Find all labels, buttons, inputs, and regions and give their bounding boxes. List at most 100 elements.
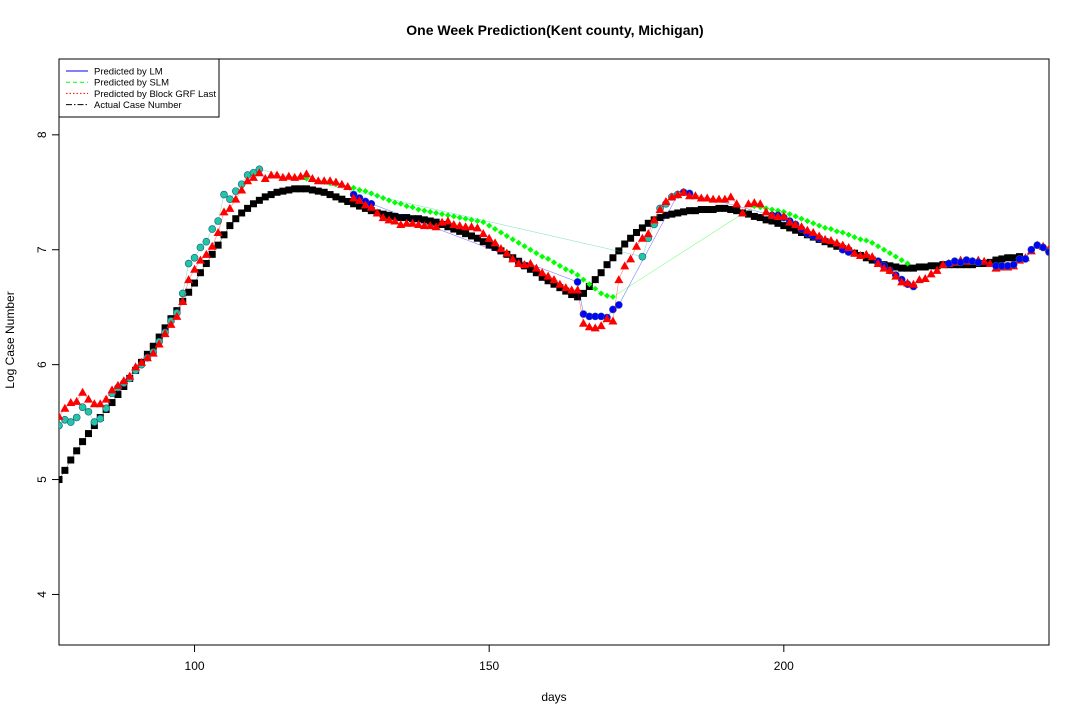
data-point xyxy=(933,262,941,270)
data-point xyxy=(892,263,900,271)
data-point xyxy=(308,186,316,194)
data-point xyxy=(1009,260,1018,269)
data-point xyxy=(620,261,630,270)
data-point xyxy=(867,252,877,261)
data-point xyxy=(391,199,398,206)
data-point xyxy=(449,219,459,228)
data-point xyxy=(691,207,699,215)
data-point xyxy=(727,206,735,214)
data-point xyxy=(350,200,358,208)
data-point xyxy=(574,272,581,279)
data-point xyxy=(238,209,246,217)
data-point xyxy=(356,202,364,210)
data-point xyxy=(904,264,912,272)
data-point xyxy=(1039,243,1047,252)
data-point xyxy=(909,264,917,272)
plot-area-border xyxy=(58,58,1050,646)
data-point xyxy=(59,411,64,420)
data-point xyxy=(638,252,647,261)
data-point xyxy=(332,193,340,201)
data-points xyxy=(59,165,1049,484)
data-point xyxy=(604,292,611,299)
data-point xyxy=(667,192,677,201)
data-point xyxy=(208,225,217,233)
data-point xyxy=(254,168,264,177)
data-point xyxy=(78,403,87,411)
data-point xyxy=(397,214,405,222)
data-point xyxy=(184,259,193,268)
data-point xyxy=(385,211,393,219)
data-point xyxy=(326,191,334,199)
data-point xyxy=(637,233,647,242)
data-point xyxy=(220,190,228,199)
data-point xyxy=(780,222,788,230)
data-point xyxy=(372,208,382,217)
data-point xyxy=(680,208,688,216)
data-point xyxy=(266,170,276,179)
data-point xyxy=(202,237,211,246)
data-point xyxy=(532,269,540,277)
data-point xyxy=(726,192,736,201)
data-point xyxy=(550,280,558,288)
data-point xyxy=(195,255,205,264)
data-point xyxy=(839,229,846,236)
data-point xyxy=(974,258,983,267)
data-point xyxy=(232,215,240,223)
data-point xyxy=(185,288,193,296)
data-point xyxy=(822,224,829,231)
data-point xyxy=(720,194,730,203)
data-point xyxy=(344,197,352,205)
data-point xyxy=(313,176,323,185)
data-point xyxy=(433,209,440,216)
data-point xyxy=(598,290,605,297)
data-point xyxy=(302,169,311,178)
data-point xyxy=(786,224,794,232)
data-point xyxy=(362,188,369,195)
data-point xyxy=(738,208,748,217)
data-point xyxy=(697,206,705,214)
data-point xyxy=(202,260,210,268)
data-point xyxy=(992,256,1000,264)
data-point xyxy=(484,233,494,242)
data-point xyxy=(857,236,864,243)
data-point xyxy=(851,234,858,241)
data-point xyxy=(561,283,571,292)
data-point xyxy=(220,231,228,239)
data-point xyxy=(568,268,575,275)
data-point xyxy=(544,277,552,285)
data-point xyxy=(621,240,629,248)
data-point xyxy=(602,314,612,323)
data-point xyxy=(415,206,422,213)
data-point xyxy=(59,421,63,430)
data-point xyxy=(891,271,901,280)
data-point xyxy=(526,265,534,273)
y-axis-label: Log Case Number xyxy=(3,291,17,388)
data-point xyxy=(472,223,482,232)
data-point xyxy=(597,269,605,277)
data-point xyxy=(797,222,806,231)
data-point xyxy=(579,289,587,297)
data-point xyxy=(932,265,942,274)
data-point xyxy=(703,206,711,214)
data-point xyxy=(769,206,776,213)
data-point xyxy=(374,192,381,199)
data-point xyxy=(431,222,441,231)
data-point xyxy=(615,247,623,255)
data-point xyxy=(556,262,563,269)
data-point xyxy=(892,253,899,260)
data-point xyxy=(655,205,665,214)
data-point xyxy=(690,191,700,200)
data-point xyxy=(161,324,169,332)
data-point xyxy=(792,226,800,234)
data-point xyxy=(586,281,593,288)
data-point xyxy=(875,243,882,250)
data-point xyxy=(503,232,510,239)
data-point xyxy=(573,278,582,286)
x-tick-label: 150 xyxy=(479,659,499,673)
data-point xyxy=(1021,255,1030,263)
data-point xyxy=(384,215,394,224)
data-point xyxy=(844,242,854,251)
data-point xyxy=(845,231,852,238)
data-point xyxy=(67,456,75,464)
